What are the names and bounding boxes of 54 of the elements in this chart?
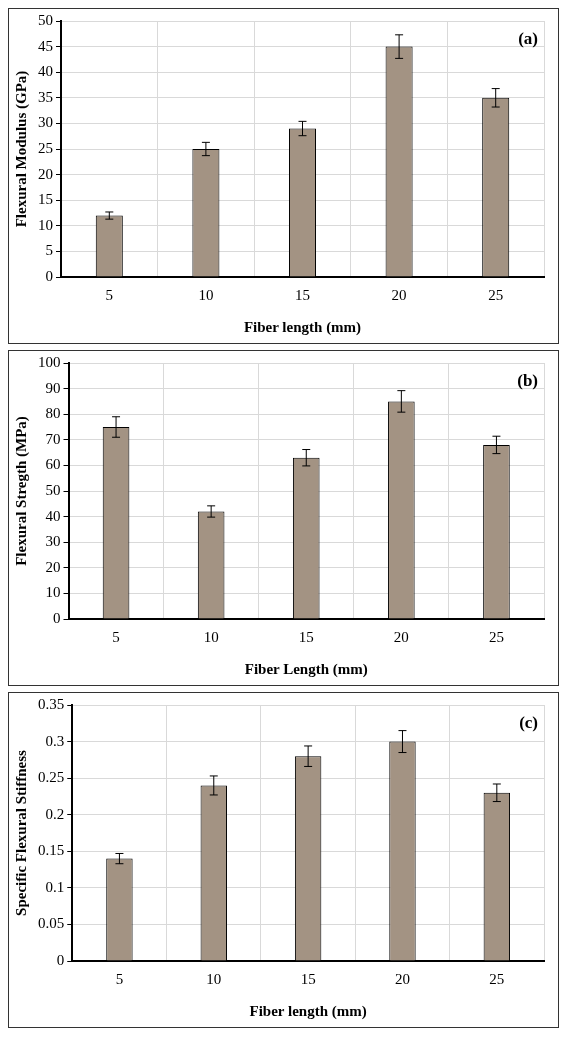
x-tick-label: 20 [391, 286, 407, 303]
y-tick-label: 20 [45, 558, 61, 575]
x-axis-title: Fiber length (mm) [249, 1002, 367, 1020]
y-axis-title: Flexural Stregth (MPa) [12, 416, 30, 566]
y-tick-label: 35 [38, 88, 53, 105]
y-tick-label: 70 [45, 430, 61, 447]
x-tick-label: 25 [489, 970, 505, 987]
x-tick-label: 15 [300, 970, 316, 987]
y-tick-label: 0.25 [38, 769, 65, 786]
annotation: (c) [519, 712, 538, 732]
x-tick-label: 20 [393, 628, 409, 645]
x-axis-title: Fiber Length (mm) [244, 660, 368, 678]
y-tick-label: 0 [45, 267, 53, 284]
y-tick-label: 10 [38, 216, 53, 233]
y-tick-label: 0.35 [38, 695, 65, 712]
x-tick-label: 25 [488, 286, 504, 303]
y-tick-label: 0.3 [45, 732, 65, 749]
y-tick-label: 25 [38, 139, 53, 156]
y-tick-label: 100 [38, 353, 61, 370]
annotation: (b) [517, 370, 538, 390]
y-tick-label: 0 [53, 609, 61, 626]
x-tick-label: 15 [298, 628, 314, 645]
annotation: (a) [518, 28, 538, 48]
y-tick-label: 0.1 [45, 878, 65, 895]
x-tick-label: 20 [394, 970, 410, 987]
y-tick-label: 30 [45, 533, 61, 550]
x-tick-label: 10 [203, 628, 219, 645]
y-axis-title: Specific Flexural Stiffness [12, 749, 29, 916]
y-tick-label: 90 [45, 379, 61, 396]
y-tick-label: 0.2 [45, 805, 65, 822]
y-tick-label: 15 [38, 191, 53, 208]
x-tick-label: 5 [115, 970, 124, 987]
y-tick-label: 40 [38, 63, 53, 80]
y-tick-label: 50 [38, 11, 53, 28]
x-tick-label: 10 [206, 970, 222, 987]
y-tick-label: 20 [38, 165, 53, 182]
y-tick-label: 0.05 [38, 915, 65, 932]
y-tick-label: 80 [45, 405, 61, 422]
y-tick-label: 40 [45, 507, 61, 524]
y-tick-label: 50 [45, 481, 61, 498]
y-tick-label: 30 [38, 114, 53, 131]
x-tick-label: 5 [112, 628, 120, 645]
y-tick-label: 45 [38, 37, 53, 54]
x-tick-label: 5 [105, 286, 114, 303]
y-tick-label: 60 [45, 456, 61, 473]
y-axis-title: Flexural Modulus (GPa) [12, 70, 30, 228]
y-tick-label: 0 [56, 951, 65, 968]
x-tick-label: 10 [198, 286, 214, 303]
x-tick-label: 25 [488, 628, 504, 645]
x-tick-label: 15 [295, 286, 310, 303]
y-tick-label: 10 [45, 584, 61, 601]
y-tick-label: 5 [45, 242, 53, 259]
y-tick-label: 0.15 [38, 842, 65, 859]
x-axis-title: Fiber length (mm) [243, 318, 362, 336]
